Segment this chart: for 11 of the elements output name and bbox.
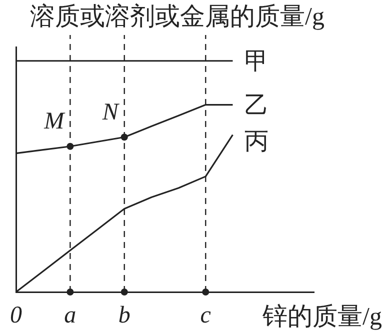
x-tick-label: 0: [10, 302, 22, 329]
series-label: 丙: [244, 129, 269, 156]
x-tick-label: a: [64, 302, 76, 329]
series-label: 甲: [244, 49, 269, 76]
series-label: 乙: [244, 93, 269, 120]
x-tick-label: c: [200, 302, 212, 329]
annotation: M: [43, 108, 66, 135]
x-axis-title: 锌的质量/g: [262, 304, 382, 331]
y-axis-title: 溶质或溶剂或金属的质量/g: [30, 2, 325, 31]
x-tick-label: b: [118, 302, 130, 329]
annotation: N: [101, 99, 120, 126]
